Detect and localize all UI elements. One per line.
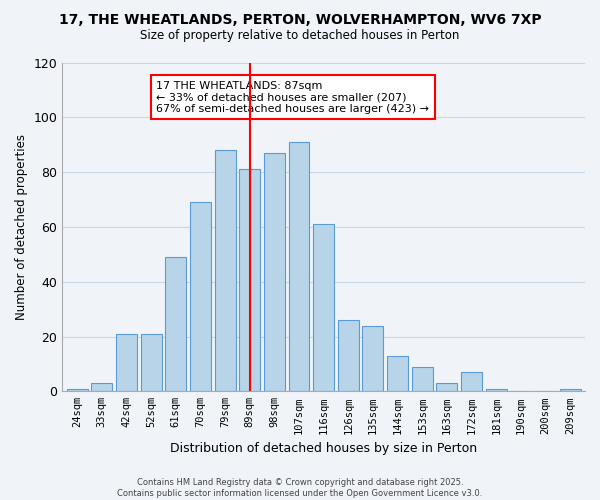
- Bar: [239, 170, 260, 392]
- Bar: [486, 388, 507, 392]
- Text: 17, THE WHEATLANDS, PERTON, WOLVERHAMPTON, WV6 7XP: 17, THE WHEATLANDS, PERTON, WOLVERHAMPTO…: [59, 12, 541, 26]
- Bar: [412, 366, 433, 392]
- Text: Size of property relative to detached houses in Perton: Size of property relative to detached ho…: [140, 29, 460, 42]
- Bar: [461, 372, 482, 392]
- Text: Contains HM Land Registry data © Crown copyright and database right 2025.
Contai: Contains HM Land Registry data © Crown c…: [118, 478, 482, 498]
- Bar: [91, 383, 112, 392]
- Bar: [560, 388, 581, 392]
- Bar: [436, 383, 457, 392]
- Bar: [338, 320, 359, 392]
- X-axis label: Distribution of detached houses by size in Perton: Distribution of detached houses by size …: [170, 442, 477, 455]
- Bar: [387, 356, 408, 392]
- Bar: [190, 202, 211, 392]
- Bar: [215, 150, 236, 392]
- Bar: [116, 334, 137, 392]
- Text: 17 THE WHEATLANDS: 87sqm
← 33% of detached houses are smaller (207)
67% of semi-: 17 THE WHEATLANDS: 87sqm ← 33% of detach…: [157, 80, 430, 114]
- Bar: [165, 257, 186, 392]
- Bar: [140, 334, 161, 392]
- Bar: [362, 326, 383, 392]
- Bar: [67, 388, 88, 392]
- Bar: [264, 153, 285, 392]
- Y-axis label: Number of detached properties: Number of detached properties: [15, 134, 28, 320]
- Bar: [313, 224, 334, 392]
- Bar: [289, 142, 310, 392]
